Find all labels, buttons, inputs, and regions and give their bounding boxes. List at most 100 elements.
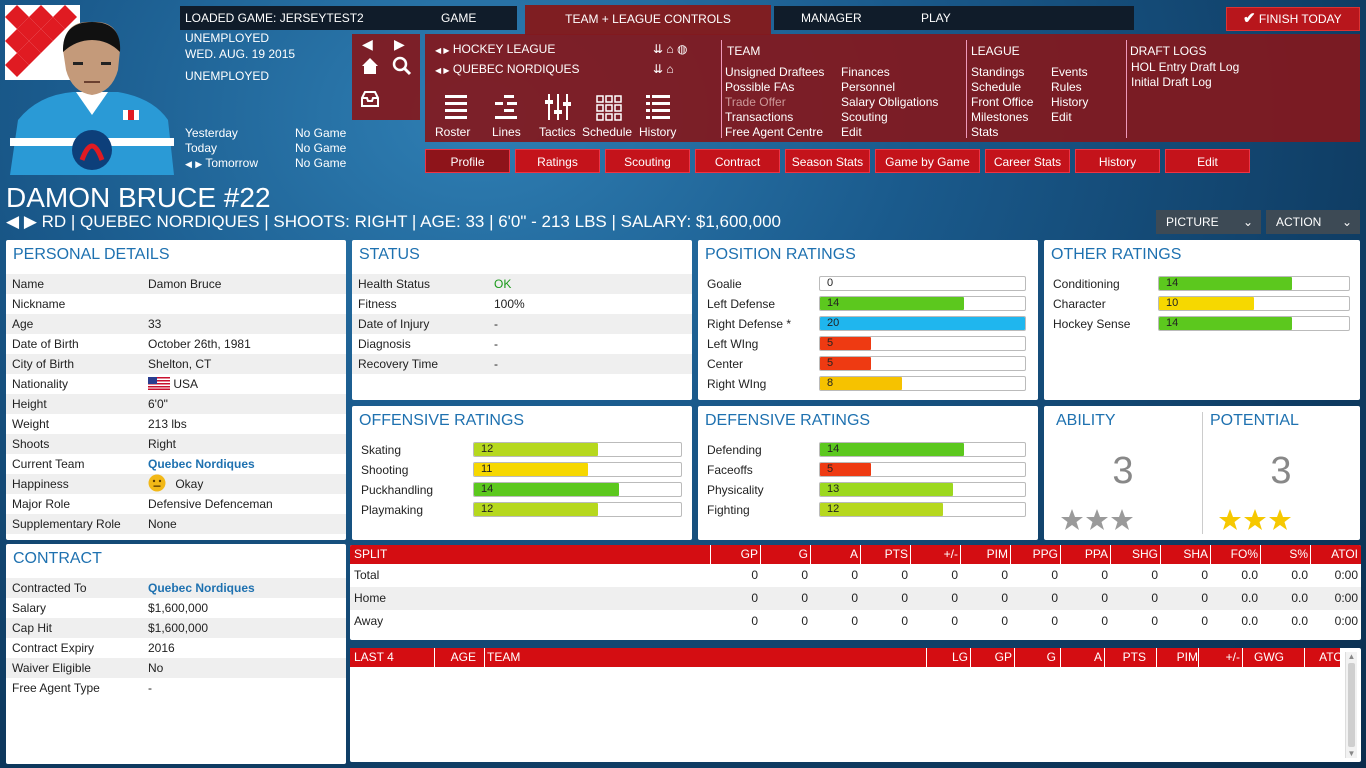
menu-standings[interactable]: Standings — [971, 65, 1025, 79]
rating-value: 5 — [827, 463, 834, 475]
manager-tab[interactable]: MANAGER — [801, 11, 862, 25]
tool-history[interactable]: History — [639, 92, 676, 139]
split-row: Home 0 0 0 0 0 0 0 0 0 0 0.0 0.0 0:00 — [350, 587, 1361, 610]
search-icon[interactable] — [392, 56, 412, 76]
league-arrows-icon[interactable]: ◀ ▶ — [435, 46, 450, 55]
detail-row: Major Role Defensive Defenceman — [6, 494, 346, 514]
scroll-up-icon[interactable]: ▲ — [1347, 652, 1356, 661]
forward-arrow-icon[interactable]: ▶ — [394, 36, 405, 52]
employment-status: UNEMPLOYED — [185, 31, 270, 45]
menu-transactions[interactable]: Transactions — [725, 110, 794, 124]
play-tab[interactable]: PLAY — [921, 11, 951, 25]
tool-tactics[interactable]: Tactics — [539, 92, 576, 139]
home-icon[interactable] — [360, 56, 380, 76]
tab-game-by-game[interactable]: Game by Game — [875, 149, 980, 173]
inbox-icon[interactable] — [360, 90, 380, 108]
col-header[interactable]: PIM — [1156, 648, 1198, 667]
menu-stats[interactable]: Stats — [971, 125, 999, 139]
menu-salary-obligations[interactable]: Salary Obligations — [841, 95, 939, 109]
tab-history[interactable]: History — [1075, 149, 1160, 173]
col-header[interactable]: A — [810, 545, 858, 564]
col-header[interactable]: FO% — [1210, 545, 1258, 564]
tool-lines[interactable]: Lines — [492, 92, 522, 139]
tab-edit[interactable]: Edit — [1165, 149, 1250, 173]
col-header[interactable]: GP — [710, 545, 758, 564]
col-header[interactable]: A — [1060, 648, 1102, 667]
col-header[interactable]: PTS — [1104, 648, 1146, 667]
col-header[interactable]: LG — [926, 648, 968, 667]
menu-hol-entry-draft-log[interactable]: HOL Entry Draft Log — [1131, 60, 1240, 74]
finish-today-button[interactable]: ✔ FINISH TODAY — [1226, 7, 1360, 31]
menu-scouting[interactable]: Scouting — [841, 110, 888, 124]
col-header[interactable]: G — [760, 545, 808, 564]
tab-season-stats[interactable]: Season Stats — [785, 149, 870, 173]
globe-icon[interactable]: ◍ — [677, 42, 688, 56]
menu-events[interactable]: Events — [1051, 65, 1088, 79]
menu-finances[interactable]: Finances — [841, 65, 890, 79]
col-header[interactable]: LAST 4 — [354, 650, 394, 664]
menu-rules[interactable]: Rules — [1051, 80, 1082, 94]
col-header[interactable]: S% — [1260, 545, 1308, 564]
tab-contract[interactable]: Contract — [695, 149, 780, 173]
action-dropdown[interactable]: ACTION ⌄ — [1266, 210, 1360, 234]
menu-trade-offer[interactable]: Trade Offer — [725, 95, 786, 109]
menu-milestones[interactable]: Milestones — [971, 110, 1029, 124]
menu-unsigned-draftees[interactable]: Unsigned Draftees — [725, 65, 825, 79]
team-home-icon[interactable]: ⌂ — [666, 62, 674, 76]
prev-day-arrow-icon[interactable]: ◀ — [185, 159, 192, 169]
col-header[interactable]: GP — [970, 648, 1012, 667]
col-header[interactable]: AGE — [434, 648, 476, 667]
next-day-arrow-icon[interactable]: ▶ — [195, 159, 203, 169]
col-header[interactable]: PPA — [1060, 545, 1108, 564]
menu-team-edit[interactable]: Edit — [841, 125, 862, 139]
col-header[interactable]: PTS — [860, 545, 908, 564]
picture-dropdown[interactable]: PICTURE ⌄ — [1156, 210, 1261, 234]
prev-player-icon[interactable]: ◀ — [6, 212, 20, 231]
tab-scouting[interactable]: Scouting — [605, 149, 690, 173]
rating-label: Defending — [707, 443, 762, 457]
col-header[interactable]: PPG — [1010, 545, 1058, 564]
tab-career-stats[interactable]: Career Stats — [985, 149, 1070, 173]
last4-scrollbar[interactable]: ▲ ▼ — [1345, 652, 1357, 758]
league-selector[interactable]: ◀ ▶ HOCKEY LEAGUE — [435, 42, 555, 56]
back-arrow-icon[interactable]: ◀ — [362, 36, 373, 52]
menu-league-history[interactable]: History — [1051, 95, 1089, 109]
tool-roster[interactable]: Roster — [435, 92, 471, 139]
col-header[interactable]: G — [1014, 648, 1056, 667]
col-header[interactable]: +/- — [1198, 648, 1240, 667]
tool-schedule[interactable]: Schedule — [582, 92, 632, 139]
menu-front-office[interactable]: Front Office — [971, 95, 1034, 109]
col-header[interactable]: SHA — [1160, 545, 1208, 564]
next-player-icon[interactable]: ▶ — [23, 212, 37, 231]
league-dropdown-icon[interactable]: ⇊ — [653, 42, 664, 56]
contract-label: Free Agent Type — [12, 681, 100, 695]
col-header[interactable]: ATOI — [1310, 545, 1358, 564]
menu-free-agent-centre[interactable]: Free Agent Centre — [725, 125, 824, 139]
col-header[interactable]: SHG — [1110, 545, 1158, 564]
contracted-team-link[interactable]: Quebec Nordiques — [148, 581, 255, 595]
league-menu-col1: Standings Schedule Front Office Mileston… — [971, 65, 1033, 140]
menu-possible-fas[interactable]: Possible FAs — [725, 80, 795, 94]
tab-profile[interactable]: Profile — [425, 149, 510, 173]
game-tab[interactable]: GAME — [441, 11, 477, 25]
menu-personnel[interactable]: Personnel — [841, 80, 896, 94]
menu-league-edit[interactable]: Edit — [1051, 110, 1072, 124]
col-header[interactable]: +/- — [910, 545, 958, 564]
col-header[interactable]: PIM — [960, 545, 1008, 564]
col-header[interactable]: SPLIT — [354, 547, 388, 561]
menu-schedule[interactable]: Schedule — [971, 80, 1022, 94]
menu-initial-draft-log[interactable]: Initial Draft Log — [1131, 75, 1212, 89]
col-header[interactable]: TEAM — [484, 648, 922, 667]
team-selector[interactable]: ◀ ▶ QUEBEC NORDIQUES — [435, 62, 580, 76]
team-arrows-icon[interactable]: ◀ ▶ — [435, 66, 450, 75]
rating-bar: 12 — [473, 502, 682, 517]
scroll-thumb[interactable] — [1348, 663, 1355, 747]
team-league-controls-tab[interactable]: TEAM + LEAGUE CONTROLS — [525, 5, 771, 35]
league-home-icon[interactable]: ⌂ — [666, 42, 674, 56]
team-dropdown-icon[interactable]: ⇊ — [653, 62, 664, 76]
scroll-down-icon[interactable]: ▼ — [1347, 749, 1356, 758]
col-header[interactable]: GWG — [1242, 648, 1284, 667]
tab-ratings[interactable]: Ratings — [515, 149, 600, 173]
col-header[interactable]: ATOI — [1304, 648, 1346, 667]
current-team-link[interactable]: Quebec Nordiques — [148, 457, 255, 471]
